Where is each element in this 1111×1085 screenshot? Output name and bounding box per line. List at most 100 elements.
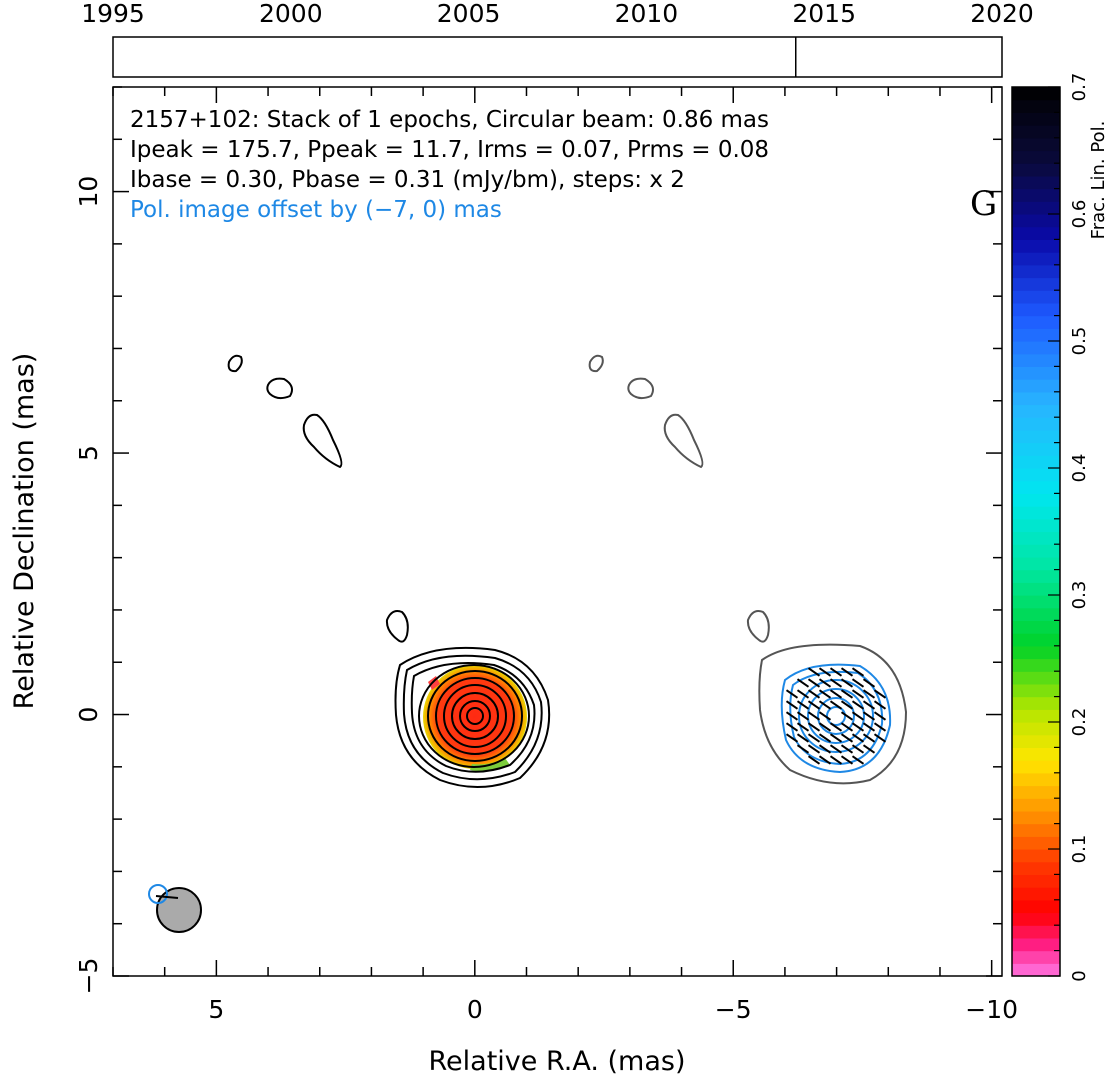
colorbar-band bbox=[1012, 836, 1060, 850]
plot-content bbox=[148, 354, 908, 933]
colorbar-band bbox=[1012, 264, 1060, 279]
colorbar-band bbox=[1012, 607, 1060, 621]
colorbar-band bbox=[1012, 887, 1060, 901]
timeline: 1995 2000 2005 2010 2015 2020 bbox=[81, 0, 1034, 78]
colorbar-band bbox=[1012, 188, 1060, 202]
pol-beam-marker bbox=[148, 884, 168, 904]
evpa-vector bbox=[851, 722, 865, 732]
evpa-vector bbox=[873, 733, 887, 743]
stokes-i-contour-1 bbox=[394, 646, 551, 788]
evpa-vector bbox=[840, 700, 854, 710]
pol-p-contour-6 bbox=[826, 706, 846, 726]
colorbar-band bbox=[1012, 137, 1060, 152]
evpa-vector bbox=[851, 711, 865, 721]
evpa-vector bbox=[873, 711, 887, 721]
evpa-vector bbox=[818, 678, 832, 688]
colorbar-band bbox=[1012, 341, 1060, 355]
x-axis-ticks: 5 0 −5 −10 bbox=[112, 87, 1018, 1024]
jet-blob-2 bbox=[266, 377, 293, 400]
colorbar-band bbox=[1012, 544, 1060, 558]
x-tick-label: 0 bbox=[467, 995, 483, 1024]
evpa-vector bbox=[829, 689, 843, 699]
colorbar-band bbox=[1012, 747, 1060, 761]
colorbar-band bbox=[1012, 810, 1060, 825]
colorbar-band bbox=[1012, 315, 1060, 329]
colorbar-band bbox=[1012, 163, 1060, 177]
colorbar-band bbox=[1012, 353, 1060, 367]
evpa-vector bbox=[840, 744, 854, 754]
evpa-vector bbox=[851, 755, 865, 765]
y-tick-label: 5 bbox=[74, 445, 103, 461]
evpa-vector bbox=[873, 722, 887, 732]
colorbar-band bbox=[1012, 468, 1060, 482]
header-line-1: 2157+102: Stack of 1 epochs, Circular be… bbox=[130, 107, 769, 133]
evpa-vector bbox=[807, 755, 821, 765]
colorbar-band bbox=[1012, 442, 1060, 456]
pol-p-contour-3 bbox=[798, 679, 874, 753]
evpa-vector bbox=[829, 755, 843, 765]
evpa-vector bbox=[807, 689, 821, 699]
colorbar-band bbox=[1012, 569, 1060, 583]
colorbar-tick-label: 0.3 bbox=[1069, 581, 1090, 610]
stokes-i-contour-3 bbox=[410, 662, 536, 773]
evpa-vector bbox=[862, 678, 876, 688]
evpa-vector bbox=[796, 678, 810, 688]
timeline-tick-label: 2020 bbox=[970, 0, 1034, 28]
colorbar-band bbox=[1012, 531, 1060, 545]
beam-ellipse bbox=[156, 887, 202, 933]
evpa-vector bbox=[873, 700, 887, 710]
colorbar-title: Frac. Lin. Pol. bbox=[1088, 121, 1109, 240]
stokes-i-contour-5 bbox=[427, 670, 523, 762]
evpa-vector bbox=[785, 711, 799, 721]
stokes-i-contour-7 bbox=[443, 684, 507, 748]
colorbar-band bbox=[1012, 480, 1060, 494]
stokes-i-contour-2 bbox=[402, 654, 543, 781]
pol-jet-blob-2 bbox=[627, 377, 654, 400]
stokes-i-contour-9 bbox=[459, 700, 491, 732]
y-axis-title: Relative Declination (mas) bbox=[9, 353, 40, 710]
colorbar-band bbox=[1012, 658, 1060, 672]
stokes-i-contour-8 bbox=[451, 692, 499, 740]
pol-jet-blob-1 bbox=[588, 354, 604, 373]
colorbar-band bbox=[1012, 645, 1060, 660]
colorbar-band bbox=[1012, 404, 1060, 418]
core-right bbox=[588, 354, 908, 785]
evpa-vector bbox=[862, 711, 876, 721]
evpa-vector bbox=[851, 667, 865, 677]
colorbar-band bbox=[1012, 925, 1060, 939]
colorbar-band bbox=[1012, 683, 1060, 698]
timeline-labels: 1995 2000 2005 2010 2015 2020 bbox=[81, 0, 1034, 28]
evpa-vector bbox=[862, 733, 876, 743]
colorbar-band bbox=[1012, 823, 1060, 837]
colorbar-band bbox=[1012, 556, 1060, 571]
y-axis-ticks: −5 0 5 10 bbox=[74, 86, 1002, 994]
colorbar-ticks: 0 0.1 0.2 0.3 0.4 0.5 0.6 0.7 bbox=[1048, 73, 1090, 982]
header-line-3: Ibase = 0.30, Pbase = 0.31 (mJy/bm), ste… bbox=[130, 167, 685, 193]
x-axis-title: Relative R.A. (mas) bbox=[429, 1046, 686, 1077]
evpa-vector bbox=[807, 722, 821, 732]
colorbar-band bbox=[1012, 112, 1060, 126]
evpa-vector bbox=[851, 733, 865, 743]
timeline-tick-label: 2015 bbox=[792, 0, 856, 28]
colorbar-band bbox=[1012, 595, 1060, 609]
evpa-vector bbox=[785, 700, 799, 710]
timeline-tick-label: 2010 bbox=[615, 0, 679, 28]
colorbar-tick-label: 0.2 bbox=[1069, 708, 1090, 737]
colorbar-band bbox=[1012, 899, 1060, 914]
colorbar-band bbox=[1012, 214, 1060, 228]
colorbar-band bbox=[1012, 798, 1060, 812]
evpa-vector bbox=[840, 733, 854, 743]
colorbar-band bbox=[1012, 417, 1060, 431]
evpa-vector bbox=[818, 700, 832, 710]
evpa-vector bbox=[851, 689, 865, 699]
colorbar-tick-label: 0.6 bbox=[1069, 200, 1090, 229]
evpa-vector bbox=[829, 744, 843, 754]
evpa-vector bbox=[796, 733, 810, 743]
jet-blob-1 bbox=[227, 354, 243, 373]
stokes-i-contour-10 bbox=[466, 707, 484, 725]
pol-offset-note: Pol. image offset by (−7, 0) mas bbox=[130, 197, 502, 223]
x-tick-label: −10 bbox=[965, 995, 1018, 1024]
evpa-vector bbox=[840, 722, 854, 732]
evpa-vector bbox=[818, 711, 832, 721]
evpa-vector bbox=[829, 733, 843, 743]
